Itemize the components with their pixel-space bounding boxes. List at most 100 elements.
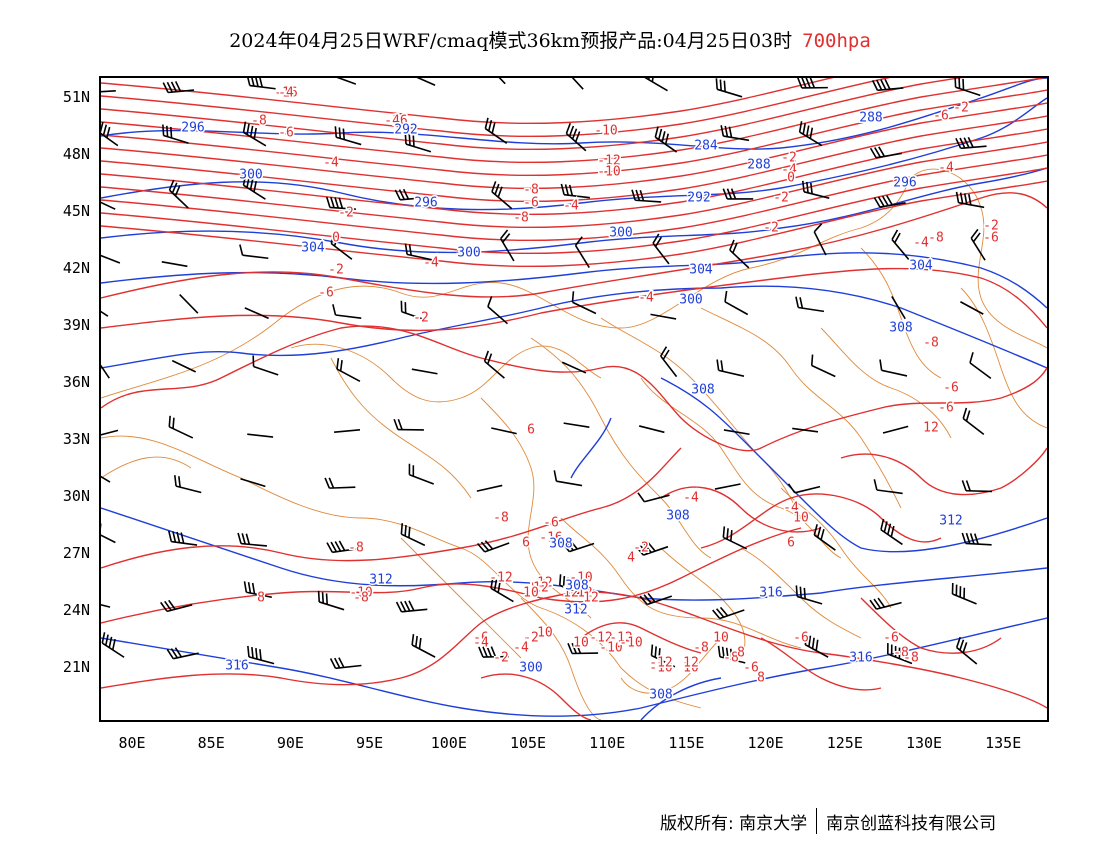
wind-barb-feather bbox=[963, 137, 970, 148]
wind-barb-feather bbox=[810, 182, 813, 194]
wind-barb bbox=[248, 656, 275, 665]
height-contour bbox=[640, 677, 722, 720]
temperature-contour bbox=[101, 325, 602, 409]
temperature-label: -2 bbox=[493, 651, 509, 666]
temperature-label: -4 bbox=[563, 199, 579, 214]
wind-barb-feather bbox=[480, 541, 490, 551]
temperature-label: -2 bbox=[763, 221, 779, 236]
wind-barb bbox=[243, 131, 267, 147]
height-contour bbox=[101, 78, 1047, 150]
temperature-label: -6 bbox=[943, 381, 959, 396]
wind-barb-feather bbox=[662, 349, 670, 360]
temperature-label: -8 bbox=[523, 581, 539, 596]
wind-barb-feather bbox=[491, 122, 496, 134]
wind-barb bbox=[101, 364, 110, 379]
wind-barb-feather bbox=[637, 492, 646, 503]
height-label: 308 bbox=[889, 321, 912, 336]
wind-barb-feather bbox=[716, 359, 720, 371]
temperature-label: 10 bbox=[793, 511, 809, 526]
wind-barb bbox=[335, 314, 362, 319]
wind-barb bbox=[958, 201, 985, 209]
wind-barb bbox=[175, 485, 202, 494]
wind-barb-feather bbox=[820, 529, 825, 541]
province-border bbox=[101, 456, 192, 479]
wind-barb-feather bbox=[502, 233, 511, 243]
wind-barb-feather bbox=[180, 532, 185, 544]
wind-barb bbox=[572, 301, 597, 315]
height-label: 312 bbox=[564, 603, 587, 618]
province-border bbox=[480, 397, 592, 619]
wind-barb-feather bbox=[404, 133, 407, 145]
wind-barb-feather bbox=[969, 533, 975, 545]
temperature-label: -10 bbox=[529, 626, 552, 641]
wind-barb-feather bbox=[799, 586, 802, 598]
wind-barb-feather bbox=[170, 81, 178, 93]
temperature-label: -2 bbox=[523, 631, 539, 646]
wind-barb bbox=[960, 145, 987, 150]
wind-barb bbox=[887, 653, 913, 665]
wind-barb bbox=[163, 134, 189, 144]
temperature-label: -8 bbox=[493, 511, 509, 526]
lat-label: 42N bbox=[62, 259, 90, 277]
wind-barb-feather bbox=[324, 477, 331, 489]
wind-barb-feather bbox=[102, 124, 108, 136]
temperature-contour bbox=[101, 527, 802, 624]
wind-barb-feather bbox=[174, 185, 181, 197]
wind-barb-feather bbox=[805, 78, 811, 89]
wind-barb-feather bbox=[635, 546, 645, 556]
temperature-label: -6 bbox=[793, 631, 809, 646]
wind-barb-feather bbox=[811, 637, 815, 649]
wind-barb bbox=[101, 534, 116, 544]
temperature-contour bbox=[101, 78, 890, 138]
wind-barb-feather bbox=[878, 146, 886, 157]
temperature-contour bbox=[600, 365, 1047, 452]
wind-barb-feather bbox=[567, 642, 573, 654]
wind-barb-feather bbox=[342, 128, 346, 140]
temperature-label: -2 bbox=[781, 151, 797, 166]
wind-barb bbox=[330, 242, 353, 260]
wind-barb-feather bbox=[955, 191, 960, 203]
wind-barb-feather bbox=[412, 135, 415, 147]
wind-barb-feather bbox=[166, 81, 173, 93]
height-label: 296 bbox=[414, 196, 437, 211]
temperature-label: -8 bbox=[903, 651, 919, 666]
lon-label: 100E bbox=[430, 734, 467, 752]
wind-barb bbox=[563, 422, 590, 428]
wind-barb bbox=[334, 429, 361, 433]
wind-barb bbox=[476, 484, 503, 492]
temperature-label: -4 bbox=[278, 86, 294, 101]
wind-barb bbox=[794, 485, 821, 494]
wind-barb-feather bbox=[487, 296, 493, 307]
wind-barb bbox=[161, 261, 188, 268]
wind-barb-feather bbox=[631, 189, 636, 201]
wind-barb bbox=[498, 78, 506, 85]
height-label: 312 bbox=[939, 514, 962, 529]
temperature-label: 12 bbox=[583, 591, 599, 606]
wind-barb bbox=[651, 654, 676, 668]
wind-barb bbox=[336, 136, 362, 146]
temperature-contour bbox=[101, 78, 963, 151]
lon-label: 125E bbox=[826, 734, 863, 752]
wind-barb-feather bbox=[338, 197, 344, 209]
lat-label: 27N bbox=[62, 544, 90, 562]
wind-barb-feather bbox=[487, 353, 493, 365]
wind-barb bbox=[879, 202, 906, 208]
wind-barb-feather bbox=[886, 195, 893, 206]
province-border bbox=[560, 517, 802, 649]
temperature-label: -8 bbox=[923, 336, 939, 351]
wind-barb-feather bbox=[720, 360, 724, 372]
wind-barb bbox=[635, 199, 662, 203]
temperature-contour bbox=[101, 447, 682, 569]
wind-barb-feather bbox=[721, 646, 725, 658]
wind-barb-feather bbox=[174, 81, 182, 92]
wind-barb-feather bbox=[801, 180, 805, 192]
wind-barb-feather bbox=[408, 526, 411, 538]
wind-barb-feather bbox=[325, 593, 328, 605]
wind-barb-feather bbox=[170, 648, 179, 659]
wind-barb-feather bbox=[652, 233, 660, 244]
height-contour bbox=[101, 167, 1047, 254]
temperature-label: -10 bbox=[349, 586, 372, 601]
wind-barb-feather bbox=[651, 78, 654, 82]
temperature-label: 10 bbox=[573, 636, 589, 651]
temperature-label: -8 bbox=[251, 114, 267, 129]
